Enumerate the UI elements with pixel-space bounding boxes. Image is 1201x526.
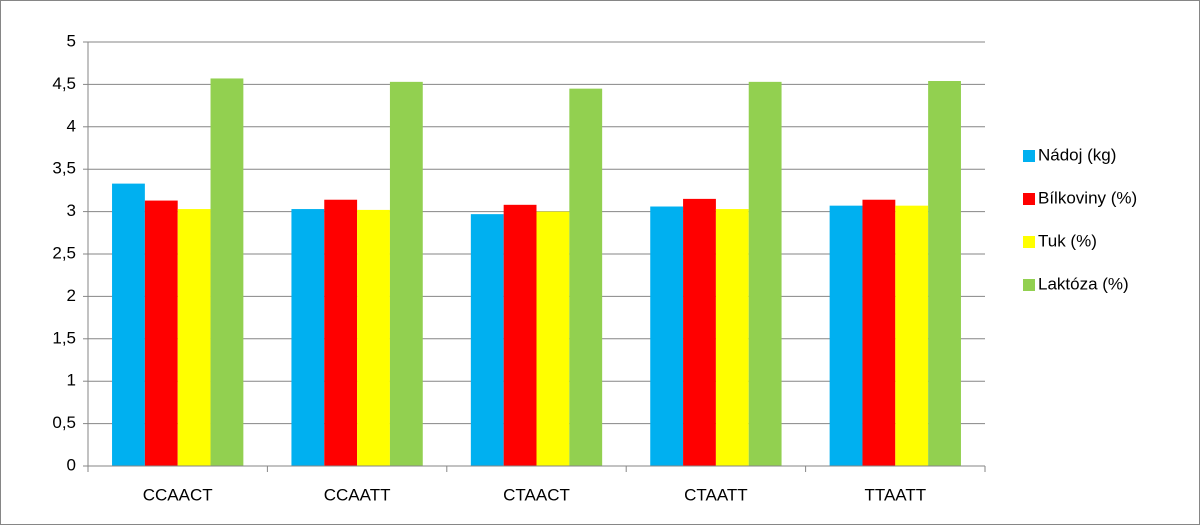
legend-label: Tuk (%) — [1038, 231, 1097, 250]
bar — [569, 88, 603, 466]
bar — [748, 81, 782, 466]
legend-swatch — [1023, 193, 1035, 205]
legend-label: Nádoj (kg) — [1038, 145, 1116, 164]
y-tick-label: 1 — [67, 371, 76, 390]
bar — [862, 199, 896, 466]
y-tick-label: 1,5 — [52, 328, 76, 347]
bar — [177, 209, 211, 466]
y-tick-label: 0,5 — [52, 413, 76, 432]
y-tick-label: 2 — [67, 286, 76, 305]
bar — [470, 214, 504, 466]
y-tick-label: 3,5 — [52, 159, 76, 178]
y-tick-label: 2,5 — [52, 243, 76, 262]
x-tick-label: CCAACT — [143, 485, 213, 504]
bar — [112, 183, 145, 466]
bar — [144, 200, 178, 467]
bar — [503, 204, 537, 467]
bar — [715, 209, 749, 466]
bar — [650, 206, 684, 466]
bar — [357, 209, 390, 467]
bar — [536, 211, 570, 466]
legend-swatch — [1023, 279, 1035, 291]
y-tick-label: 0 — [67, 455, 76, 474]
x-tick-label: CCAATT — [324, 485, 391, 504]
y-tick-label: 4 — [67, 116, 76, 135]
x-tick-label: CTAACT — [503, 485, 570, 504]
legend-label: Bílkoviny (%) — [1038, 188, 1137, 207]
y-tick-label: 4,5 — [52, 74, 76, 93]
legend-label: Laktóza (%) — [1038, 274, 1129, 293]
bar — [324, 199, 358, 466]
bar — [895, 205, 929, 466]
legend-swatch — [1023, 236, 1035, 248]
legend-swatch — [1023, 150, 1035, 162]
bar — [829, 205, 863, 466]
y-tick-label: 3 — [67, 201, 76, 220]
bar — [291, 209, 325, 466]
bar — [389, 81, 423, 466]
y-tick-label: 5 — [67, 31, 76, 50]
x-tick-label: TTAATT — [864, 485, 926, 504]
bar — [210, 78, 244, 467]
bar — [928, 81, 961, 467]
x-tick-label: CTAATT — [684, 485, 748, 504]
bar — [683, 198, 716, 466]
